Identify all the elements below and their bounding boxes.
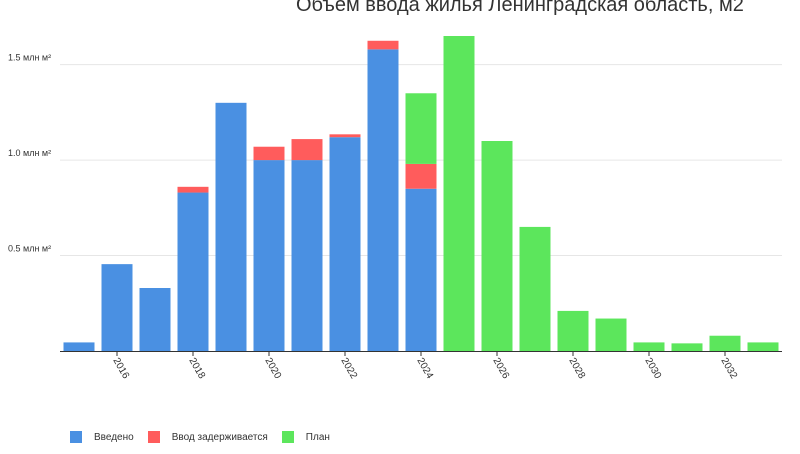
bar-2021-Ввод задерживается <box>291 139 323 161</box>
bar-2016-Введено <box>101 264 133 351</box>
legend-swatch <box>70 431 82 443</box>
legend-swatch <box>147 431 160 443</box>
legend-item[interactable]: Ввод задерживается <box>147 431 268 443</box>
x-tick-label: 2018 <box>186 356 207 381</box>
x-tick-label: 2026 <box>490 356 511 381</box>
bar-2024-Ввод задерживается <box>405 163 437 189</box>
legend-label: Введено <box>94 431 134 443</box>
legend: Введено Ввод задерживается План <box>70 431 344 443</box>
chart-title: Объем ввода жилья Ленинградская область,… <box>296 0 744 16</box>
x-tick-label: 2028 <box>566 356 587 381</box>
bar-2024-Введено <box>405 188 437 351</box>
y-tick-label: 0.5 млн м² <box>8 244 51 254</box>
bar-2023-Введено <box>367 49 399 351</box>
bars <box>63 36 779 352</box>
legend-item[interactable]: Введено <box>70 431 134 443</box>
legend-item[interactable]: План <box>281 431 330 443</box>
y-tick-label: 1.0 млн м² <box>8 148 51 158</box>
x-tick-label: 2022 <box>338 356 359 381</box>
bar-2031-План <box>671 343 703 351</box>
bar-2029-План <box>595 318 627 351</box>
bar-2019-Введено <box>215 102 247 352</box>
x-tick-label: 2020 <box>262 356 283 381</box>
bar-2028-План <box>557 310 589 351</box>
bar-2020-Ввод задерживается <box>253 146 285 161</box>
bar-2018-Введено <box>177 192 209 351</box>
x-axis-tick-labels: 2016 2018 2020 2022 2024 2026 2028 2030 2032 <box>110 351 739 381</box>
x-tick-label: 2016 <box>110 356 131 381</box>
bar-2027-План <box>519 226 551 351</box>
bar-2026-План <box>481 141 513 351</box>
x-tick-label: 2030 <box>642 356 663 381</box>
x-tick-label: 2024 <box>414 356 435 381</box>
bar-2032-План <box>709 335 741 351</box>
bar-2017-Введено <box>139 288 171 351</box>
bar-2022-Ввод задерживается <box>329 134 361 138</box>
bar-2022-Введено <box>329 137 361 351</box>
bar-2023-Ввод задерживается <box>367 40 399 50</box>
bar-2030-План <box>633 342 665 351</box>
legend-label: План <box>305 431 330 443</box>
bar-2033-План <box>747 342 779 351</box>
bar-2015-Введено <box>63 342 95 351</box>
bar-2025-План <box>443 36 475 351</box>
bar-2020-Введено <box>253 160 285 351</box>
y-tick-label: 1.5 млн м² <box>8 53 51 63</box>
x-tick-label: 2032 <box>718 356 739 381</box>
legend-label: Ввод задерживается <box>171 431 268 443</box>
bar-2024-План <box>405 93 437 164</box>
bar-2021-Введено <box>291 160 323 351</box>
bar-2018-Ввод задерживается <box>177 186 209 193</box>
y-axis-tick-labels: 0.5 млн м² 1.0 млн м² 1.5 млн м² <box>8 53 51 254</box>
legend-swatch <box>281 431 294 443</box>
